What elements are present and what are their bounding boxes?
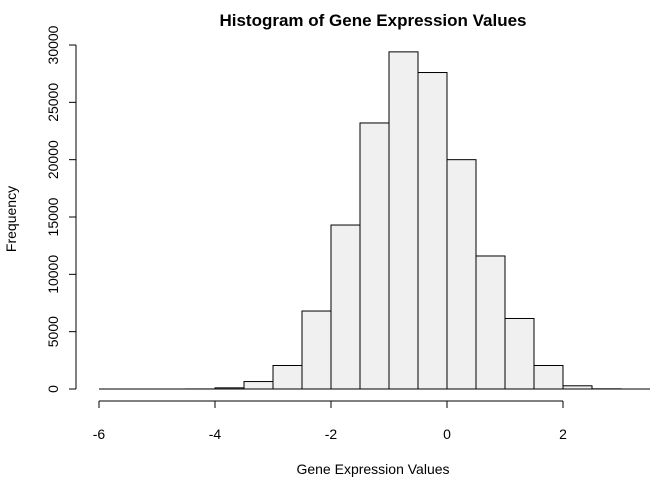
y-tick-label: 20000 bbox=[45, 140, 61, 179]
histogram-bar-10 bbox=[388, 51, 419, 390]
histogram-bar-8 bbox=[330, 224, 361, 390]
bars-group bbox=[99, 51, 650, 390]
x-axis: -6 -4 -2 0 2 bbox=[93, 400, 567, 442]
histogram-bar-13 bbox=[475, 255, 506, 390]
histogram-bar-16 bbox=[562, 385, 593, 390]
histogram-bar-11 bbox=[417, 72, 448, 390]
x-axis-label: Gene Expression Values bbox=[296, 461, 449, 477]
histogram-bar-15 bbox=[533, 364, 564, 390]
x-tick-label: 0 bbox=[443, 426, 451, 442]
histogram-bar-14 bbox=[504, 317, 535, 390]
y-tick-label: 25000 bbox=[45, 83, 61, 122]
chart-title: Histogram of Gene Expression Values bbox=[219, 11, 526, 30]
y-tick-label: 10000 bbox=[45, 255, 61, 294]
histogram-bar-6 bbox=[272, 364, 303, 390]
x-tick-label: 2 bbox=[559, 426, 567, 442]
y-tick-label: 5000 bbox=[45, 316, 61, 347]
x-tick-label: -6 bbox=[93, 426, 106, 442]
x-tick-label: -4 bbox=[209, 426, 222, 442]
histogram-bar-9 bbox=[359, 122, 390, 390]
histogram-bar-12 bbox=[446, 159, 477, 390]
x-tick-label: -2 bbox=[325, 426, 338, 442]
histogram-bar-5 bbox=[243, 381, 274, 390]
y-tick-label: 30000 bbox=[45, 25, 61, 64]
y-axis: 0 5000 10000 15000 20000 25000 30000 bbox=[45, 25, 77, 393]
y-axis-label: Frequency bbox=[3, 186, 19, 252]
histogram-bar-7 bbox=[301, 310, 332, 390]
y-tick-label: 0 bbox=[45, 385, 61, 393]
histogram-bar-4 bbox=[214, 387, 245, 390]
y-tick-label: 15000 bbox=[45, 197, 61, 236]
